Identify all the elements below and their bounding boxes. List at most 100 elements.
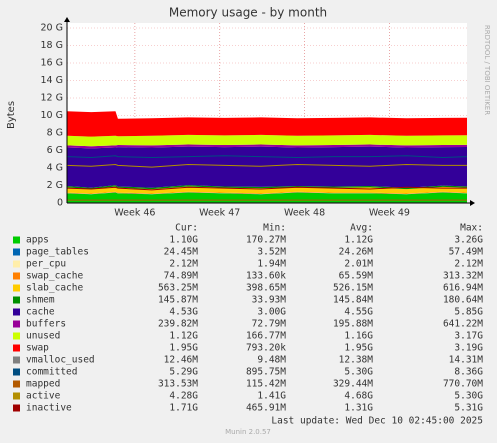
legend-stat: 313.53M <box>158 379 198 390</box>
area <box>67 191 467 195</box>
legend-stat: 1.71G <box>169 403 198 414</box>
legend-header: Cur: <box>175 223 198 234</box>
legend-label: committed <box>26 367 77 378</box>
legend-stat: 4.68G <box>344 391 373 402</box>
legend-stat: 5.31G <box>454 403 483 414</box>
x-tick-label: Week 46 <box>114 208 155 219</box>
y-tick-label: 4 G <box>47 163 63 174</box>
legend-stat: 1.31G <box>344 403 373 414</box>
legend-stat: 2.01M <box>344 259 373 270</box>
line <box>66 186 467 191</box>
legend-stat: 4.55G <box>344 307 373 318</box>
legend-stat: 641.22M <box>443 319 483 330</box>
legend-label: slab_cache <box>26 283 83 294</box>
legend-stat: 3.52M <box>257 247 286 258</box>
legend-stat: 3.00G <box>257 307 286 318</box>
area <box>67 185 467 190</box>
y-tick-label: 0 <box>57 198 63 209</box>
legend-stat: 563.25M <box>158 283 198 294</box>
area <box>67 186 467 194</box>
legend-swatch <box>13 320 20 328</box>
legend-stat: 145.87M <box>158 295 198 306</box>
legend-stat: 3.19G <box>454 343 483 354</box>
legend-stat: 1.41G <box>257 391 286 402</box>
x-tick-label: Week 49 <box>369 208 410 219</box>
area <box>67 144 467 149</box>
legend-stat: 1.95G <box>169 343 198 354</box>
area <box>67 134 467 147</box>
legend-stat: 1.10G <box>169 235 198 246</box>
legend-stat: 1.12G <box>344 235 373 246</box>
legend-swatch <box>13 284 20 292</box>
legend-stat: 239.82M <box>158 319 198 330</box>
legend-swatch <box>13 272 20 280</box>
legend-stat: 329.44M <box>333 379 373 390</box>
x-tick-label: Week 47 <box>199 208 240 219</box>
y-tick-label: 10 G <box>41 110 63 121</box>
legend-swatch <box>13 296 20 304</box>
legend-stat: 4.53G <box>169 307 198 318</box>
legend-label: buffers <box>26 319 66 330</box>
legend-stat: 170.27M <box>246 235 286 246</box>
area <box>67 146 467 188</box>
legend-stat: 145.84M <box>333 295 373 306</box>
legend-swatch <box>13 404 20 412</box>
legend-stat: 895.75M <box>246 367 286 378</box>
y-tick-label: 12 G <box>41 93 63 104</box>
legend-swatch <box>13 380 20 388</box>
legend-stat: 313.32M <box>443 271 483 282</box>
axis-arrow <box>470 200 475 206</box>
legend-swatch <box>13 332 20 340</box>
legend-header: Max: <box>460 223 483 234</box>
version: Munin 2.0.57 <box>225 428 271 436</box>
legend-stat: 3.17G <box>454 331 483 342</box>
legend-stat: 180.64M <box>443 295 483 306</box>
legend-stat: 1.95G <box>344 343 373 354</box>
legend-label: unused <box>26 331 60 342</box>
legend-stat: 72.79M <box>252 319 287 330</box>
y-tick-label: 18 G <box>41 40 63 51</box>
legend-swatch <box>13 392 20 400</box>
legend-label: swap <box>26 343 49 354</box>
y-tick-label: 8 G <box>47 128 63 139</box>
y-tick-label: 16 G <box>41 58 63 69</box>
legend-stat: 24.26M <box>339 247 374 258</box>
y-tick-label: 20 G <box>41 23 63 34</box>
legend-label: vmalloc_used <box>26 355 95 366</box>
footer: Last update: Wed Dec 10 02:45:00 2025 <box>271 416 483 427</box>
legend-stat: 1.94M <box>257 259 286 270</box>
legend-header: Avg: <box>350 223 373 234</box>
line <box>66 155 468 159</box>
legend-label: swap_cache <box>26 271 83 282</box>
legend-stat: 465.91M <box>246 403 286 414</box>
legend-label: apps <box>26 235 49 246</box>
line <box>66 163 467 168</box>
legend-swatch <box>13 344 20 352</box>
legend-stat: 616.94M <box>443 283 483 294</box>
legend-label: per_cpu <box>26 259 66 270</box>
legend-stat: 5.30G <box>454 391 483 402</box>
legend-stat: 12.46M <box>164 355 199 366</box>
legend-swatch <box>13 308 20 316</box>
legend-swatch <box>13 236 20 244</box>
legend-stat: 74.89M <box>164 271 199 282</box>
legend-stat: 12.38M <box>339 355 374 366</box>
legend-label: active <box>26 391 61 402</box>
area <box>67 111 467 137</box>
legend-stat: 5.85G <box>454 307 483 318</box>
area <box>67 192 467 195</box>
chart-title: Memory usage - by month <box>169 6 327 20</box>
x-tick-label: Week 48 <box>284 208 325 219</box>
legend-stat: 115.42M <box>246 379 286 390</box>
legend-stat: 8.36G <box>454 367 483 378</box>
legend-stat: 5.30G <box>344 367 373 378</box>
legend-label: inactive <box>26 403 72 414</box>
side-text: RRDTOOL / TOBI OETIKER <box>483 25 491 115</box>
legend-stat: 195.88M <box>333 319 373 330</box>
legend-stat: 2.12M <box>454 259 483 270</box>
legend-stat: 5.29G <box>169 367 198 378</box>
y-tick-label: 14 G <box>41 75 63 86</box>
legend-label: mapped <box>26 379 60 390</box>
legend-swatch <box>13 248 20 256</box>
y-tick-label: 6 G <box>47 145 63 156</box>
